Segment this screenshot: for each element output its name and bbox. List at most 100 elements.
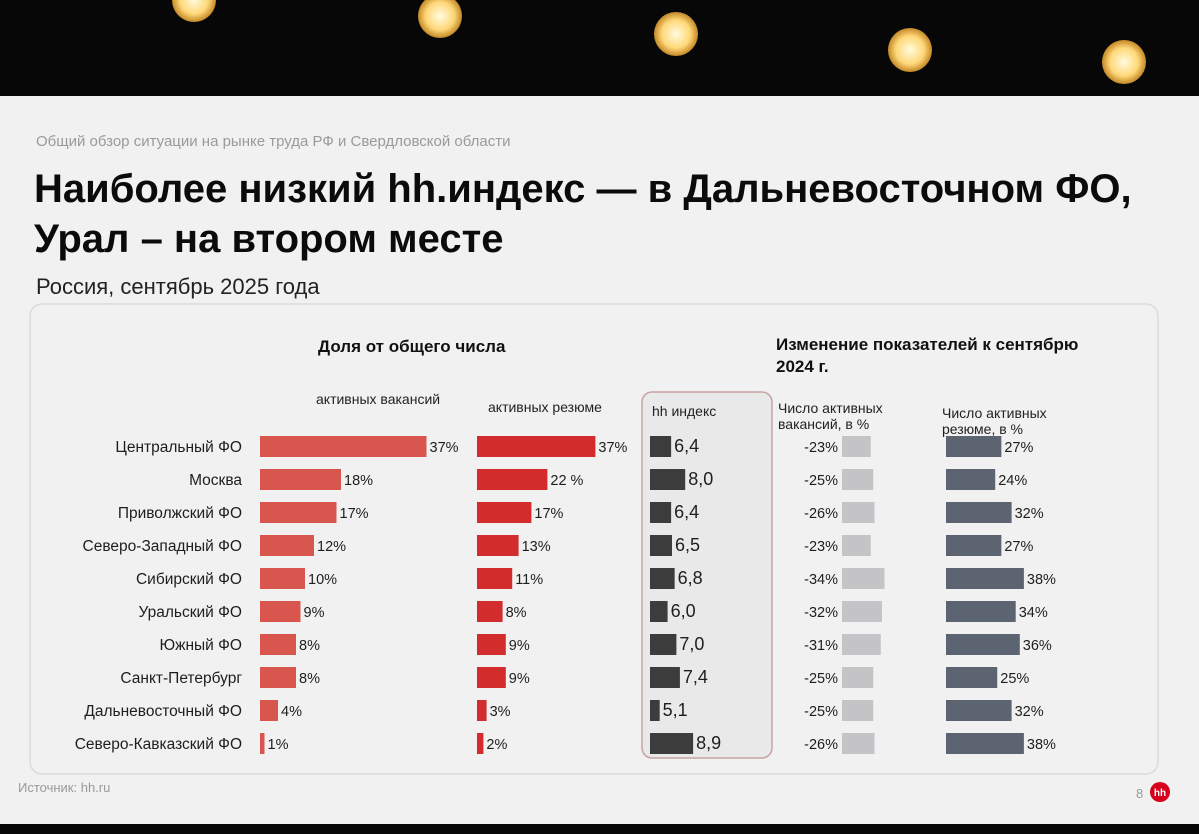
hh-index-bar	[650, 700, 660, 721]
hh-index-bar	[650, 535, 672, 556]
hh-index-label: 6,0	[671, 601, 696, 621]
series-header-change-vacancies-line-2: вакансий, в %	[778, 416, 869, 432]
hh-index-bar	[650, 634, 677, 655]
resume-change-bar	[946, 436, 1002, 457]
region-label: Приволжский ФО	[118, 505, 242, 522]
vacancy-change-label: -25%	[804, 704, 838, 720]
resume-share-label: 13%	[522, 539, 551, 555]
resume-share-bar	[477, 601, 503, 622]
resume-share-bar	[477, 634, 506, 655]
vacancy-change-bar	[842, 436, 871, 457]
change-group-header-line-2: 2024 г.	[776, 357, 829, 376]
vacancy-share-label: 4%	[281, 704, 302, 720]
resume-change-label: 38%	[1027, 572, 1056, 588]
region-label: Северо-Кавказский ФО	[75, 736, 242, 753]
resume-share-bar	[477, 436, 596, 457]
vacancy-share-bar	[260, 469, 341, 490]
hh-index-bar	[650, 502, 672, 523]
resume-change-bar	[946, 502, 1012, 523]
hh-logo-text: hh	[1154, 788, 1166, 799]
hh-index-label: 6,4	[674, 436, 699, 456]
resume-share-bar	[477, 502, 532, 523]
resume-share-label: 8%	[506, 605, 527, 621]
vacancy-share-label: 1%	[268, 737, 289, 753]
vacancy-share-label: 12%	[317, 539, 346, 555]
resume-share-label: 9%	[509, 671, 530, 687]
vacancy-change-label: -25%	[804, 473, 838, 489]
resume-share-label: 17%	[534, 506, 563, 522]
change-group-header-line-1: Изменение показателей к сентябрю	[776, 335, 1078, 354]
vacancy-change-bar	[842, 502, 875, 523]
vacancy-change-bar	[842, 535, 871, 556]
resume-share-bar	[477, 568, 513, 589]
resume-change-label: 36%	[1023, 638, 1052, 654]
vacancy-change-bar	[842, 667, 874, 688]
region-label: Центральный ФО	[115, 439, 242, 456]
vacancy-change-bar	[842, 700, 874, 721]
vacancy-change-bar	[842, 634, 881, 655]
resume-share-bar	[477, 667, 506, 688]
resume-change-label: 32%	[1015, 704, 1044, 720]
slide-title-line-2: Урал – на втором месте	[34, 217, 503, 261]
vacancy-share-bar	[260, 667, 296, 688]
hh-index-bar	[650, 601, 668, 622]
hh-index-label: 7,0	[679, 634, 704, 654]
resume-change-bar	[946, 700, 1012, 721]
source-note: Источник: hh.ru	[18, 780, 110, 795]
hh-index-label: 7,4	[683, 667, 708, 687]
chart-canvas: Общий обзор ситуации на рынке труда РФ и…	[18, 133, 1170, 802]
vacancy-share-label: 9%	[304, 605, 325, 621]
vacancy-change-label: -34%	[804, 572, 838, 588]
vacancy-share-label: 37%	[430, 440, 459, 456]
hh-index-bar	[650, 469, 686, 490]
vacancy-share-bar	[260, 733, 265, 754]
resume-share-label: 37%	[598, 440, 627, 456]
resume-share-bar	[477, 700, 487, 721]
resume-change-bar	[946, 667, 998, 688]
vacancy-change-label: -23%	[804, 440, 838, 456]
vacancy-share-bar	[260, 535, 314, 556]
resume-share-label: 3%	[490, 704, 511, 720]
series-header-change-resumes-line-1: Число активных	[942, 405, 1047, 421]
resume-share-bar	[477, 535, 519, 556]
stage-light	[418, 0, 462, 38]
vacancy-share-bar	[260, 634, 296, 655]
resume-change-label: 32%	[1015, 506, 1044, 522]
vacancy-change-label: -25%	[804, 671, 838, 687]
resume-share-label: 2%	[486, 737, 507, 753]
resume-share-bar	[477, 733, 484, 754]
hh-index-bar	[650, 436, 672, 457]
vacancy-share-label: 17%	[340, 506, 369, 522]
resume-change-bar	[946, 733, 1024, 754]
resume-change-label: 24%	[998, 473, 1027, 489]
hh-index-label: 8,0	[688, 469, 713, 489]
vacancy-change-bar	[842, 469, 874, 490]
resume-change-label: 34%	[1019, 605, 1048, 621]
vacancy-change-label: -31%	[804, 638, 838, 654]
resume-change-label: 27%	[1004, 440, 1033, 456]
vacancy-share-bar	[260, 700, 278, 721]
stage-light	[172, 0, 216, 22]
stage-light	[888, 28, 932, 72]
series-header-hh-index: hh индекс	[652, 403, 716, 419]
slide-subtitle: Россия, сентябрь 2025 года	[36, 274, 320, 299]
vacancy-share-bar	[260, 601, 301, 622]
hh-index-bar	[650, 568, 675, 589]
presentation-slide: Общий обзор ситуации на рынке труда РФ и…	[0, 96, 1199, 824]
share-group-header: Доля от общего числа	[318, 337, 506, 356]
vacancy-change-label: -32%	[804, 605, 838, 621]
vacancy-change-bar	[842, 733, 875, 754]
vacancy-change-label: -26%	[804, 737, 838, 753]
vacancy-change-bar	[842, 601, 882, 622]
resume-share-label: 9%	[509, 638, 530, 654]
region-label: Сибирский ФО	[136, 571, 242, 588]
resume-change-bar	[946, 535, 1002, 556]
series-header-vacancies: активных вакансий	[316, 391, 440, 407]
region-label: Южный ФО	[159, 637, 242, 654]
region-label: Дальневосточный ФО	[84, 703, 242, 720]
hh-index-label: 6,4	[674, 502, 699, 522]
hh-index-label: 6,8	[678, 568, 703, 588]
chart-frame	[29, 303, 1159, 775]
vacancy-change-label: -26%	[804, 506, 838, 522]
resume-change-bar	[946, 601, 1016, 622]
